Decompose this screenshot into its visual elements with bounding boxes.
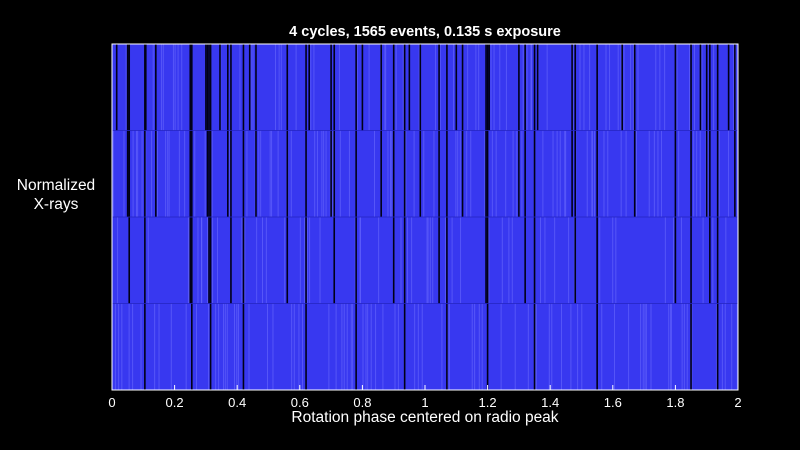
- x-tick-label: 1.2: [479, 395, 497, 410]
- cycle-band-1: [112, 303, 738, 390]
- x-tick-label: 0.8: [353, 395, 371, 410]
- x-tick-label: 1.4: [541, 395, 559, 410]
- x-tick-label: 1.8: [666, 395, 684, 410]
- chart-title: 4 cycles, 1565 events, 0.135 s exposure: [289, 24, 561, 40]
- cycle-band-3: [112, 130, 738, 217]
- x-tick-label: 0.2: [166, 395, 184, 410]
- x-tick-label: 1.6: [604, 395, 622, 410]
- x-tick-label: 0: [108, 395, 115, 410]
- x-tick-label: 0.4: [228, 395, 246, 410]
- x-tick-label: 2: [734, 395, 741, 410]
- y-axis-label-line-1: Normalized: [16, 177, 96, 194]
- y-axis-label: Normalized X-rays: [6, 176, 106, 214]
- x-tick-label: 0.6: [291, 395, 309, 410]
- x-tick-label: 1: [421, 395, 428, 410]
- y-axis-label-line-2: X-rays: [33, 196, 79, 213]
- x-axis-label: Rotation phase centered on radio peak: [291, 409, 559, 426]
- cycle-band-2: [112, 217, 738, 304]
